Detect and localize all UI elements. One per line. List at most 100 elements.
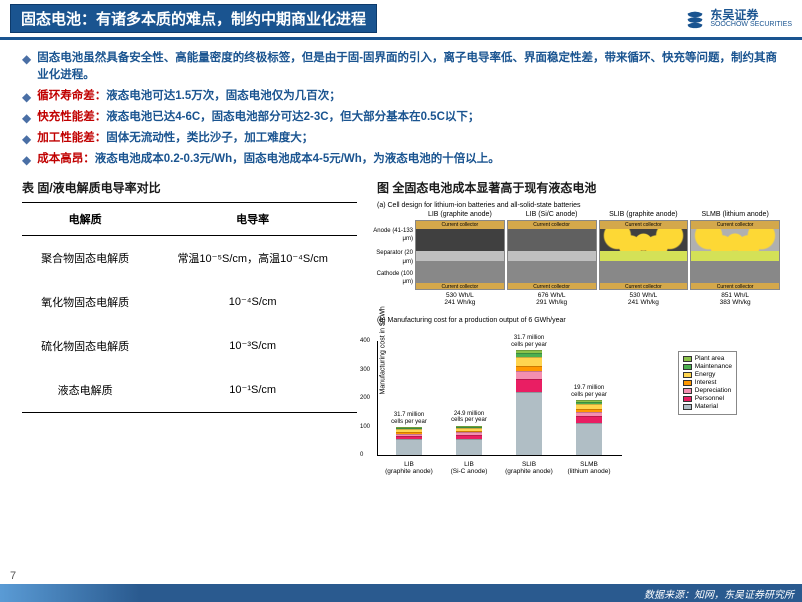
bar-segment — [516, 379, 542, 392]
legend-label: Personnel — [695, 395, 724, 402]
bullet-text: 加工性能差：固体无流动性，类比沙子，加工难度大； — [37, 130, 313, 147]
fig-b-chart: Manufacturing cost in $/kWh Plant areaMa… — [377, 326, 780, 456]
cathode — [691, 261, 779, 283]
table-section: 表 固/液电解质电导率对比 电解质 电导率 聚合物固态电解质常温10⁻⁵S/cm… — [22, 179, 357, 457]
cell-values: 530 Wh/L241 Wh/kg — [599, 292, 689, 308]
diamond-icon: ◆ — [22, 109, 31, 127]
diamond-icon: ◆ — [22, 151, 31, 169]
bar-bottom-label: LIB(graphite anode) — [384, 461, 434, 475]
fig-a-title: (a) Cell design for lithium-ion batterie… — [377, 202, 780, 209]
header: 固态电池：有诸多本质的难点，制约中期商业化进程 东吴证券 SOOCHOW SEC… — [0, 0, 802, 40]
bar-segment — [516, 392, 542, 455]
logo-en: SOOCHOW SECURITIES — [710, 21, 792, 28]
bar-segment — [456, 439, 482, 455]
current-collector: Current collector — [600, 221, 688, 229]
bar — [396, 427, 422, 455]
page-title: 固态电池：有诸多本质的难点，制约中期商业化进程 — [21, 11, 366, 28]
fig-a-cells: LIB (graphite anode)Current collectorCur… — [415, 211, 780, 308]
cell: 硫化物固态电解质 — [22, 324, 148, 368]
cell-name: SLIB (graphite anode) — [599, 211, 689, 218]
bullet-item: ◆循环寿命差：液态电池可达1.5万次，固态电池仅为几百次； — [22, 88, 780, 106]
separator — [691, 251, 779, 261]
fig-a-side-labels: Anode (41-133 μm) Separator (20 μm) Cath… — [367, 227, 413, 287]
content: ◆固态电池虽然具备安全性、高能量密度的终极标签，但是由于固-固界面的引入，离子电… — [0, 40, 802, 456]
page-number: 7 — [10, 570, 16, 582]
cell-design: SLMB (lithium anode)Current collectorCur… — [690, 211, 780, 308]
bullet-item: ◆ 成本高昂：液态电池成本0.2-0.3元/Wh，固态电池成本4-5元/Wh，为液… — [22, 151, 780, 169]
legend-label: Material — [695, 403, 718, 410]
figure-title: 图 全固态电池成本显著高于现有液态电池 — [377, 179, 780, 196]
current-collector: Current collector — [416, 221, 504, 229]
th-1: 电导率 — [148, 202, 357, 235]
table-row: 硫化物固态电解质10⁻³S/cm — [22, 324, 357, 368]
cell: 10⁻³S/cm — [148, 324, 357, 368]
current-collector: Current collector — [508, 283, 596, 290]
diamond-icon: ◆ — [22, 88, 31, 106]
logo-icon — [684, 8, 706, 30]
footer: 数据来源：知网，东吴证券研究所 — [0, 584, 802, 602]
y-tick: 400 — [360, 338, 370, 344]
cell-design: SLIB (graphite anode) Current collector Cu… — [599, 211, 689, 308]
logo: 东吴证券 SOOCHOW SECURITIES — [684, 8, 792, 30]
table-title: 表 固/液电解质电导率对比 — [22, 179, 357, 196]
cathode — [508, 261, 596, 283]
bullet-text: 快充性能差：液态电池已达4-6C，固态电池部分可达2-3C，但大部分基本在0.5… — [37, 109, 479, 126]
bar — [576, 400, 602, 455]
table-row: 氧化物固态电解质10⁻⁴S/cm — [22, 280, 357, 324]
bullet-text: 成本高昂：液态电池成本0.2-0.3元/Wh，固态电池成本4-5元/Wh，为液态… — [37, 151, 500, 168]
bar-bottom-label: SLMB(lithium anode) — [564, 461, 614, 475]
current-collector: Current collector — [416, 283, 504, 290]
legend-item: Interest — [683, 379, 732, 386]
bar — [456, 426, 482, 455]
legend-item: Plant area — [683, 355, 732, 362]
bullet-item: ◆ 加工性能差：固体无流动性，类比沙子，加工难度大； — [22, 130, 780, 148]
bar-top-label: 31.7 millioncells per year — [509, 335, 549, 348]
current-collector: Current collector — [691, 221, 779, 229]
bullet-list: ◆固态电池虽然具备安全性、高能量密度的终极标签，但是由于固-固界面的引入，离子电… — [22, 50, 780, 169]
legend-swatch — [683, 372, 692, 378]
bar-top-label: 31.7 millioncells per year — [389, 412, 429, 425]
y-tick: 0 — [360, 452, 363, 458]
y-tick: 100 — [360, 424, 370, 430]
chart-area: Plant areaMaintenanceEnergyInterestDepre… — [377, 341, 622, 456]
bar-top-label: 19.7 millioncells per year — [569, 385, 609, 398]
legend-item: Personnel — [683, 395, 732, 402]
fig-b-title: (b) Manufacturing cost for a production … — [377, 317, 780, 324]
current-collector: Current collector — [600, 283, 688, 290]
cell-design: LIB (Si/C anode)Current collectorCurrent… — [507, 211, 597, 308]
separator — [416, 251, 504, 261]
bar-segment — [576, 416, 602, 423]
legend-label: Plant area — [695, 355, 725, 362]
bullet-item: ◆固态电池虽然具备安全性、高能量密度的终极标签，但是由于固-固界面的引入，离子电… — [22, 50, 780, 85]
legend-swatch — [683, 364, 692, 370]
legend-label: Interest — [695, 379, 717, 386]
cathode — [416, 261, 504, 283]
bar-bottom-label: LIB(Si-C anode) — [444, 461, 494, 475]
cell-values: 851 Wh/L383 Wh/kg — [690, 292, 780, 308]
cell-name: SLMB (lithium anode) — [690, 211, 780, 218]
legend-swatch — [683, 356, 692, 362]
cell-design: LIB (graphite anode) Current collector Cur… — [415, 211, 505, 308]
anode — [691, 229, 779, 251]
y-tick: 200 — [360, 395, 370, 401]
cell-name: LIB (Si/C anode) — [507, 211, 597, 218]
figure-section: 图 全固态电池成本显著高于现有液态电池 (a) Cell design for … — [377, 179, 780, 457]
legend-swatch — [683, 396, 692, 402]
legend-item: Maintenance — [683, 363, 732, 370]
cell-name: LIB (graphite anode) — [415, 211, 505, 218]
separator — [600, 251, 688, 261]
anode — [416, 229, 504, 251]
legend-item: Material — [683, 403, 732, 410]
separator — [508, 251, 596, 261]
diamond-icon: ◆ — [22, 130, 31, 148]
table-row: 液态电解质10⁻¹S/cm — [22, 368, 357, 413]
title-box: 固态电池：有诸多本质的难点，制约中期商业化进程 — [10, 4, 377, 33]
bar — [516, 350, 542, 455]
logo-cn: 东吴证券 — [710, 9, 792, 21]
bar-segment — [576, 423, 602, 455]
bar-segment — [516, 371, 542, 379]
cell: 氧化物固态电解质 — [22, 280, 148, 324]
cathode — [600, 261, 688, 283]
chart-legend: Plant areaMaintenanceEnergyInterestDepre… — [678, 351, 737, 415]
legend-label: Depreciation — [695, 387, 732, 394]
